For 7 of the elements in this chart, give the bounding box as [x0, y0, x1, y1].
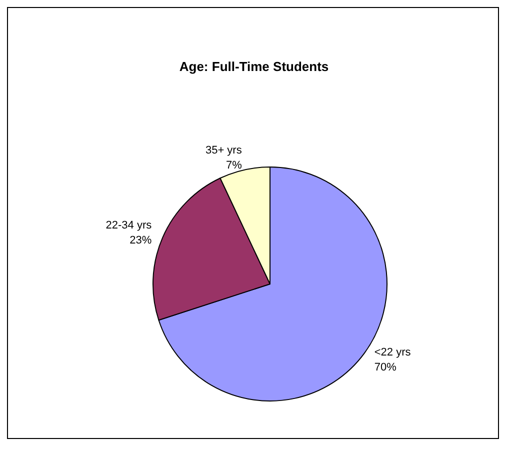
chart-title: Age: Full-Time Students	[179, 59, 329, 74]
data-label: 23%	[130, 234, 152, 246]
slice-label: 22-34 yrs	[106, 219, 152, 232]
data-label: 7%	[226, 160, 242, 172]
slice-label: 35+ yrs	[205, 144, 242, 157]
slice-label: <22 yrs	[374, 346, 412, 358]
data-label: 70%	[374, 361, 397, 374]
